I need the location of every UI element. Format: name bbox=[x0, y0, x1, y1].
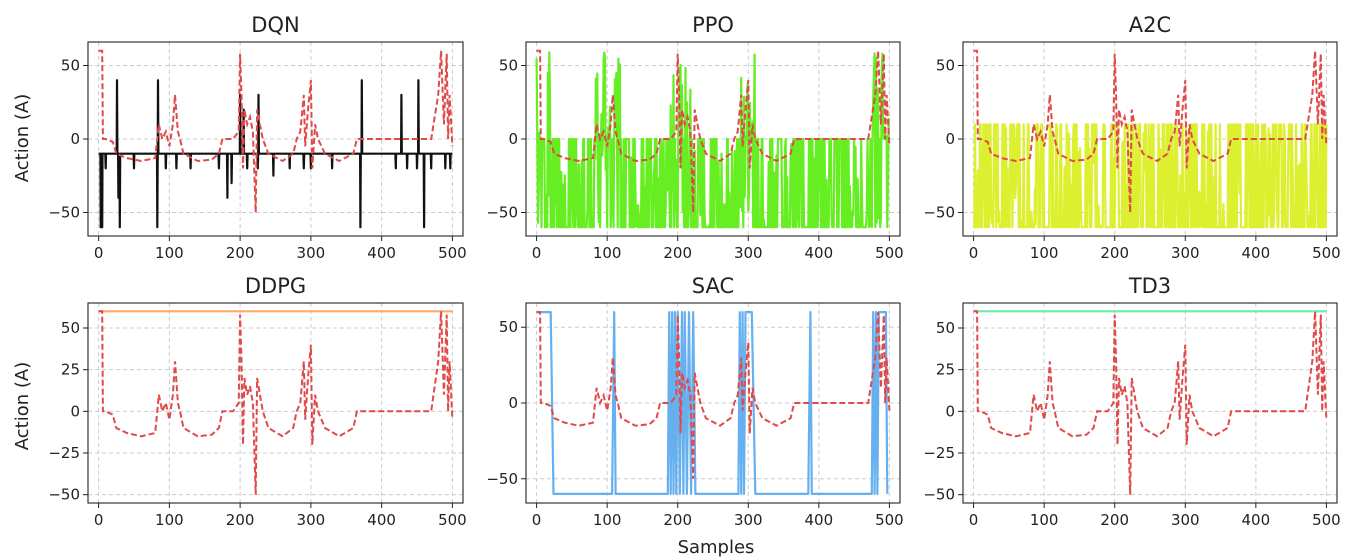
x-tick-label: 400 bbox=[805, 244, 834, 262]
x-tick-label: 500 bbox=[875, 244, 904, 262]
plot-area bbox=[973, 49, 1328, 229]
y-tick-label: 50 bbox=[936, 319, 955, 337]
x-tick-label: 300 bbox=[1171, 511, 1200, 529]
x-tick-label: 500 bbox=[438, 511, 467, 529]
axes-frame bbox=[87, 302, 464, 504]
y-axis-label-top: Action (A) bbox=[12, 94, 33, 182]
subplot-ppo: 0 100 200 300 400 500 −50 0 50 PPO bbox=[486, 13, 903, 262]
plot-area bbox=[98, 49, 454, 229]
subplot-title: PPO bbox=[692, 13, 734, 37]
x-tick-label: 0 bbox=[532, 244, 542, 262]
y-tick-label: 0 bbox=[945, 130, 955, 148]
series-reference bbox=[536, 311, 891, 479]
series-sac-action bbox=[536, 311, 889, 495]
series-dqn-action bbox=[98, 79, 453, 229]
y-tick-label: −50 bbox=[923, 486, 955, 504]
plot-area bbox=[98, 310, 454, 495]
subplot-dqn: 0 100 200 300 400 500 −50 0 50 DQN bbox=[48, 13, 466, 262]
y-tick-label: 50 bbox=[499, 57, 518, 75]
x-tick-label: 400 bbox=[1242, 244, 1271, 262]
y-axis-label-bottom: Action (A) bbox=[12, 362, 33, 450]
subplot-a2c: 0 100 200 300 400 500 −50 0 50 A2C bbox=[923, 13, 1340, 262]
plot-area bbox=[973, 310, 1328, 495]
y-tick-label: 25 bbox=[936, 361, 955, 379]
y-tick-label: 0 bbox=[508, 130, 518, 148]
x-tick-label: 0 bbox=[94, 511, 104, 529]
x-tick-label: 300 bbox=[1171, 244, 1200, 262]
y-tick-label: 0 bbox=[70, 130, 80, 148]
x-tick-label: 500 bbox=[875, 511, 904, 529]
series-reference bbox=[536, 49, 891, 213]
x-tick-label: 100 bbox=[155, 511, 184, 529]
y-tick-label: −25 bbox=[923, 444, 955, 462]
x-tick-label: 100 bbox=[1030, 244, 1059, 262]
x-tick-label: 200 bbox=[226, 244, 255, 262]
x-axis-label: Samples bbox=[678, 537, 755, 558]
series-reference bbox=[973, 310, 1328, 495]
series-a2c-action bbox=[973, 123, 1328, 229]
subplot-title: SAC bbox=[692, 274, 734, 298]
plot-area bbox=[535, 49, 891, 229]
x-tick-label: 300 bbox=[297, 244, 326, 262]
x-tick-label: 400 bbox=[1242, 511, 1271, 529]
x-tick-label: 100 bbox=[593, 244, 622, 262]
x-tick-label: 200 bbox=[226, 511, 255, 529]
series-reference bbox=[98, 49, 454, 213]
y-tick-label: −50 bbox=[486, 470, 518, 488]
series-reference bbox=[98, 310, 454, 495]
x-tick-label: 200 bbox=[663, 511, 692, 529]
axes-frame bbox=[962, 302, 1338, 504]
y-tick-label: 0 bbox=[945, 402, 955, 420]
plot-area bbox=[536, 311, 891, 495]
y-tick-label: 50 bbox=[61, 57, 80, 75]
x-tick-label: 300 bbox=[297, 511, 326, 529]
x-tick-label: 0 bbox=[94, 244, 104, 262]
x-tick-label: 100 bbox=[155, 244, 184, 262]
x-tick-label: 400 bbox=[367, 244, 396, 262]
x-tick-label: 100 bbox=[1030, 511, 1059, 529]
x-tick-label: 200 bbox=[1100, 511, 1129, 529]
y-tick-label: −50 bbox=[48, 203, 80, 221]
x-tick-label: 0 bbox=[969, 244, 979, 262]
x-tick-label: 0 bbox=[969, 511, 979, 529]
x-tick-label: 200 bbox=[1100, 244, 1129, 262]
x-tick-label: 400 bbox=[805, 511, 834, 529]
x-tick-label: 100 bbox=[593, 511, 622, 529]
x-tick-label: 500 bbox=[438, 244, 467, 262]
y-tick-label: 50 bbox=[61, 319, 80, 337]
subplot-title: TD3 bbox=[1128, 274, 1171, 298]
subplot-td3: 0 100 200 300 400 500 −50 −25 0 25 50 TD3 bbox=[923, 274, 1340, 529]
y-tick-label: −50 bbox=[48, 486, 80, 504]
x-tick-label: 400 bbox=[367, 511, 396, 529]
x-tick-label: 300 bbox=[734, 244, 763, 262]
y-tick-label: −25 bbox=[48, 444, 80, 462]
y-tick-label: 0 bbox=[508, 394, 518, 412]
y-tick-label: −50 bbox=[923, 203, 955, 221]
x-tick-label: 300 bbox=[734, 511, 763, 529]
subplot-title: A2C bbox=[1129, 13, 1171, 37]
subplot-ddpg: 0 100 200 300 400 500 −50 −25 0 25 50 DDPG bbox=[48, 274, 466, 529]
subplot-title: DDPG bbox=[245, 274, 306, 298]
subplot-title: DQN bbox=[251, 13, 299, 37]
series-reference bbox=[973, 49, 1328, 213]
y-tick-label: 50 bbox=[936, 57, 955, 75]
x-tick-label: 0 bbox=[532, 511, 542, 529]
x-tick-label: 200 bbox=[663, 244, 692, 262]
y-tick-label: 25 bbox=[61, 361, 80, 379]
x-tick-label: 500 bbox=[1312, 244, 1341, 262]
x-tick-label: 500 bbox=[1312, 511, 1341, 529]
y-tick-label: −50 bbox=[486, 203, 518, 221]
subplot-sac: 0 100 200 300 400 500 −50 0 50 SAC bbox=[486, 274, 903, 529]
y-tick-label: 50 bbox=[499, 318, 518, 336]
y-tick-label: 0 bbox=[70, 402, 80, 420]
